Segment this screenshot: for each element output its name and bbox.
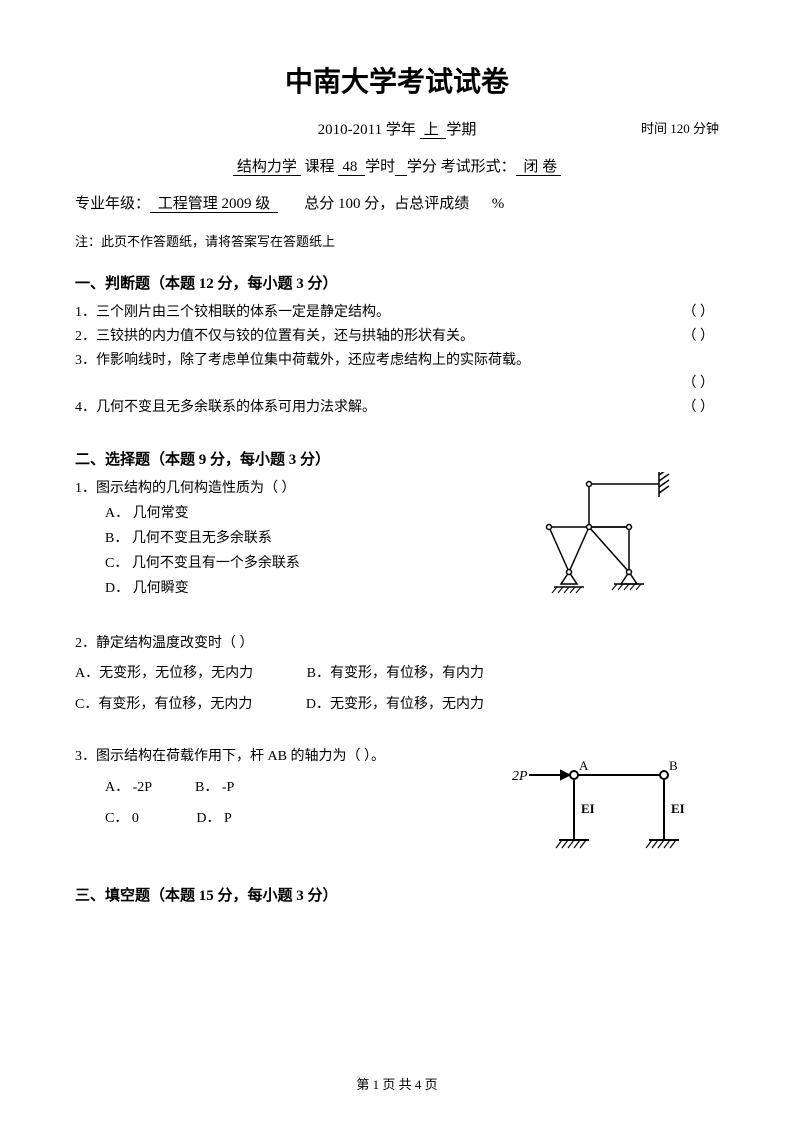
paren: （ ） <box>683 396 715 420</box>
time-label: 时间 120 分钟 <box>641 118 719 137</box>
course-line: 结构力学 课程 48 学时 学分 考试形式： 闭 卷 <box>75 155 719 176</box>
s2-q2-b: B．有变形，有位移，有内力 <box>307 666 484 681</box>
s2-q2-c: C．有变形，有位移，无内力 <box>75 697 252 712</box>
q1-3-text: 3．作影响线时，除了考虑单位集中荷载外，还应考虑结构上的实际荷载。 <box>75 353 530 368</box>
major-value: 工程管理 2009 级 <box>150 196 278 213</box>
page-footer: 第 1 页 共 4 页 <box>0 1074 794 1093</box>
sep1: 课程 <box>301 159 339 175</box>
note-text: 注：此页不作答题纸，请将答案写在答题纸上 <box>75 231 719 250</box>
major-rest: 总分 100 分，占总评成绩 % <box>278 196 504 212</box>
s2-q2-options: A．无变形，无位移，无内力 B．有变形，有位移，有内力 C．有变形，有位移，无内… <box>75 659 719 721</box>
s2-q2-a: A．无变形，无位移，无内力 <box>75 666 253 681</box>
figure-3-diagram: 2P A B EI EI <box>509 755 699 865</box>
paren: （ ） <box>683 372 715 396</box>
label-year: 学年 <box>382 122 420 138</box>
load-2p-label: 2P <box>512 769 528 784</box>
major-label: 专业年级： <box>75 196 150 212</box>
term-underline: 上 <box>420 122 447 139</box>
s2-q3-wrap: 3．图示结构在荷载作用下，杆 AB 的轴力为（ ）。 A． -2P B． -P … <box>75 745 719 834</box>
q1-4-text: 4．几何不变且无多余联系的体系可用力法求解。 <box>75 400 376 415</box>
section1-title: 一、判断题（本题 12 分，每小题 3 分） <box>75 272 719 293</box>
major-line: 专业年级： 工程管理 2009 级 总分 100 分，占总评成绩 % <box>75 192 719 213</box>
paren: （ ） <box>683 325 715 349</box>
course-hours: 48 <box>338 159 365 176</box>
section3-title: 三、填空题（本题 15 分，每小题 3 分） <box>75 884 719 905</box>
sep3: 学分 考试形式： <box>407 159 516 175</box>
figure-1-diagram <box>519 472 689 602</box>
q1-4: 4．几何不变且无多余联系的体系可用力法求解。 （ ） <box>75 396 719 420</box>
s2-q1-wrap: 1．图示结构的几何构造性质为（ ） A． 几何常变 B． 几何不变且无多余联系 … <box>75 477 719 602</box>
q1-3: 3．作影响线时，除了考虑单位集中荷载外，还应考虑结构上的实际荷载。 <box>75 349 719 373</box>
s2-q2-wrap: 2．静定结构温度改变时（ ） A．无变形，无位移，无内力 B．有变形，有位移，有… <box>75 632 719 721</box>
q1-1: 1．三个刚片由三个铰相联的体系一定是静定结构。 （ ） <box>75 301 719 325</box>
s2-q3-b: B． -P <box>195 780 234 795</box>
node-b-label: B <box>669 758 678 773</box>
q1-2: 2．三铰拱的内力值不仅与铰的位置有关，还与拱轴的形状有关。 （ ） <box>75 325 719 349</box>
s2-q2-d: D．无变形，有位移，无内力 <box>306 697 484 712</box>
node-a-label: A <box>579 758 589 773</box>
course-name: 结构力学 <box>233 159 301 176</box>
semester-line: 2010-2011 学年 上 学期 时间 120 分钟 <box>75 118 719 139</box>
ei-left: EI <box>581 801 595 816</box>
paren: （ ） <box>683 301 715 325</box>
year: 2010-2011 <box>318 122 382 138</box>
section2-title: 二、选择题（本题 9 分，每小题 3 分） <box>75 448 719 469</box>
q1-1-text: 1．三个刚片由三个铰相联的体系一定是静定结构。 <box>75 305 390 320</box>
ei-right: EI <box>671 801 685 816</box>
sep2: 学时 <box>365 159 395 175</box>
s2-q3-a: A． -2P <box>105 780 152 795</box>
exam-type: 闭 卷 <box>516 159 562 176</box>
s2-q2-stem: 2．静定结构温度改变时（ ） <box>75 632 719 656</box>
s2-q3-d: D． P <box>196 811 231 826</box>
credit-blank <box>395 159 407 176</box>
label-term: 学期 <box>446 122 476 138</box>
q1-3b: （ ） <box>75 372 719 396</box>
exam-title: 中南大学考试试卷 <box>75 60 719 100</box>
s2-q3-c: C． 0 <box>105 811 139 826</box>
q1-2-text: 2．三铰拱的内力值不仅与铰的位置有关，还与拱轴的形状有关。 <box>75 329 474 344</box>
